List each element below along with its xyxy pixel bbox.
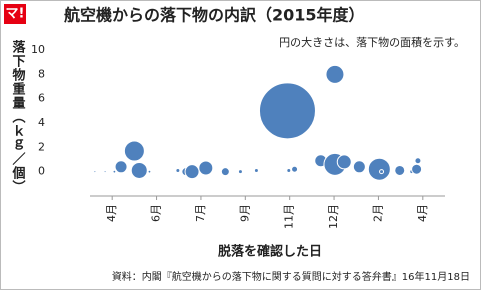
bubble [352, 160, 366, 174]
bubble [253, 167, 259, 173]
x-tick-label: 4月 [105, 204, 118, 222]
bubble [112, 169, 117, 174]
logo: マ! [6, 7, 25, 22]
bubble [123, 140, 145, 162]
bubble [286, 167, 292, 173]
x-tick-label: 7月 [194, 204, 207, 222]
bubble [220, 167, 230, 177]
bubble [103, 170, 107, 174]
bubble [394, 164, 406, 176]
x-tick-label: 11月 [283, 204, 296, 229]
bubble [291, 165, 299, 173]
bubble [414, 157, 422, 165]
y-tick-label: 10 [31, 43, 45, 56]
y-tick-label: 0 [38, 165, 45, 178]
bubble [367, 157, 391, 181]
y-tick-label: 2 [38, 140, 45, 153]
x-tick-label: 4月 [416, 204, 429, 222]
source: 資料：内閣『航空機からの落下物に関する質問に対する答弁書』16年11月18日 [112, 270, 470, 283]
bubble [258, 82, 316, 140]
bubble [114, 160, 128, 174]
x-tick-label: 2月 [371, 204, 384, 222]
y-tick-label: 6 [38, 92, 45, 105]
y-axis-label: 落下物重量（ｋｇ／個） [10, 39, 27, 194]
y-tick-label: 8 [38, 67, 45, 80]
chart-title: 航空機からの落下物の内訳（2015年度） [64, 6, 365, 25]
y-tick-label: 4 [38, 116, 45, 129]
bubble [336, 154, 352, 170]
bubble [411, 163, 423, 175]
bubble [379, 169, 385, 175]
bubble [175, 167, 181, 173]
bubble [93, 170, 97, 174]
annotation: 円の大きさは、落下物の面積を示す。 [279, 35, 465, 49]
bubble [130, 161, 148, 179]
bubble [325, 64, 345, 84]
bubble [237, 169, 243, 175]
x-tick-label: 12月 [327, 204, 340, 229]
x-tick-label: 6月 [150, 204, 163, 222]
x-tick-label: 9月 [238, 204, 251, 222]
bubble [198, 160, 214, 176]
bubble [147, 169, 152, 174]
x-axis-label: 脱落を確認した日 [218, 244, 322, 260]
bubble [184, 164, 200, 180]
logo-box [4, 4, 26, 24]
